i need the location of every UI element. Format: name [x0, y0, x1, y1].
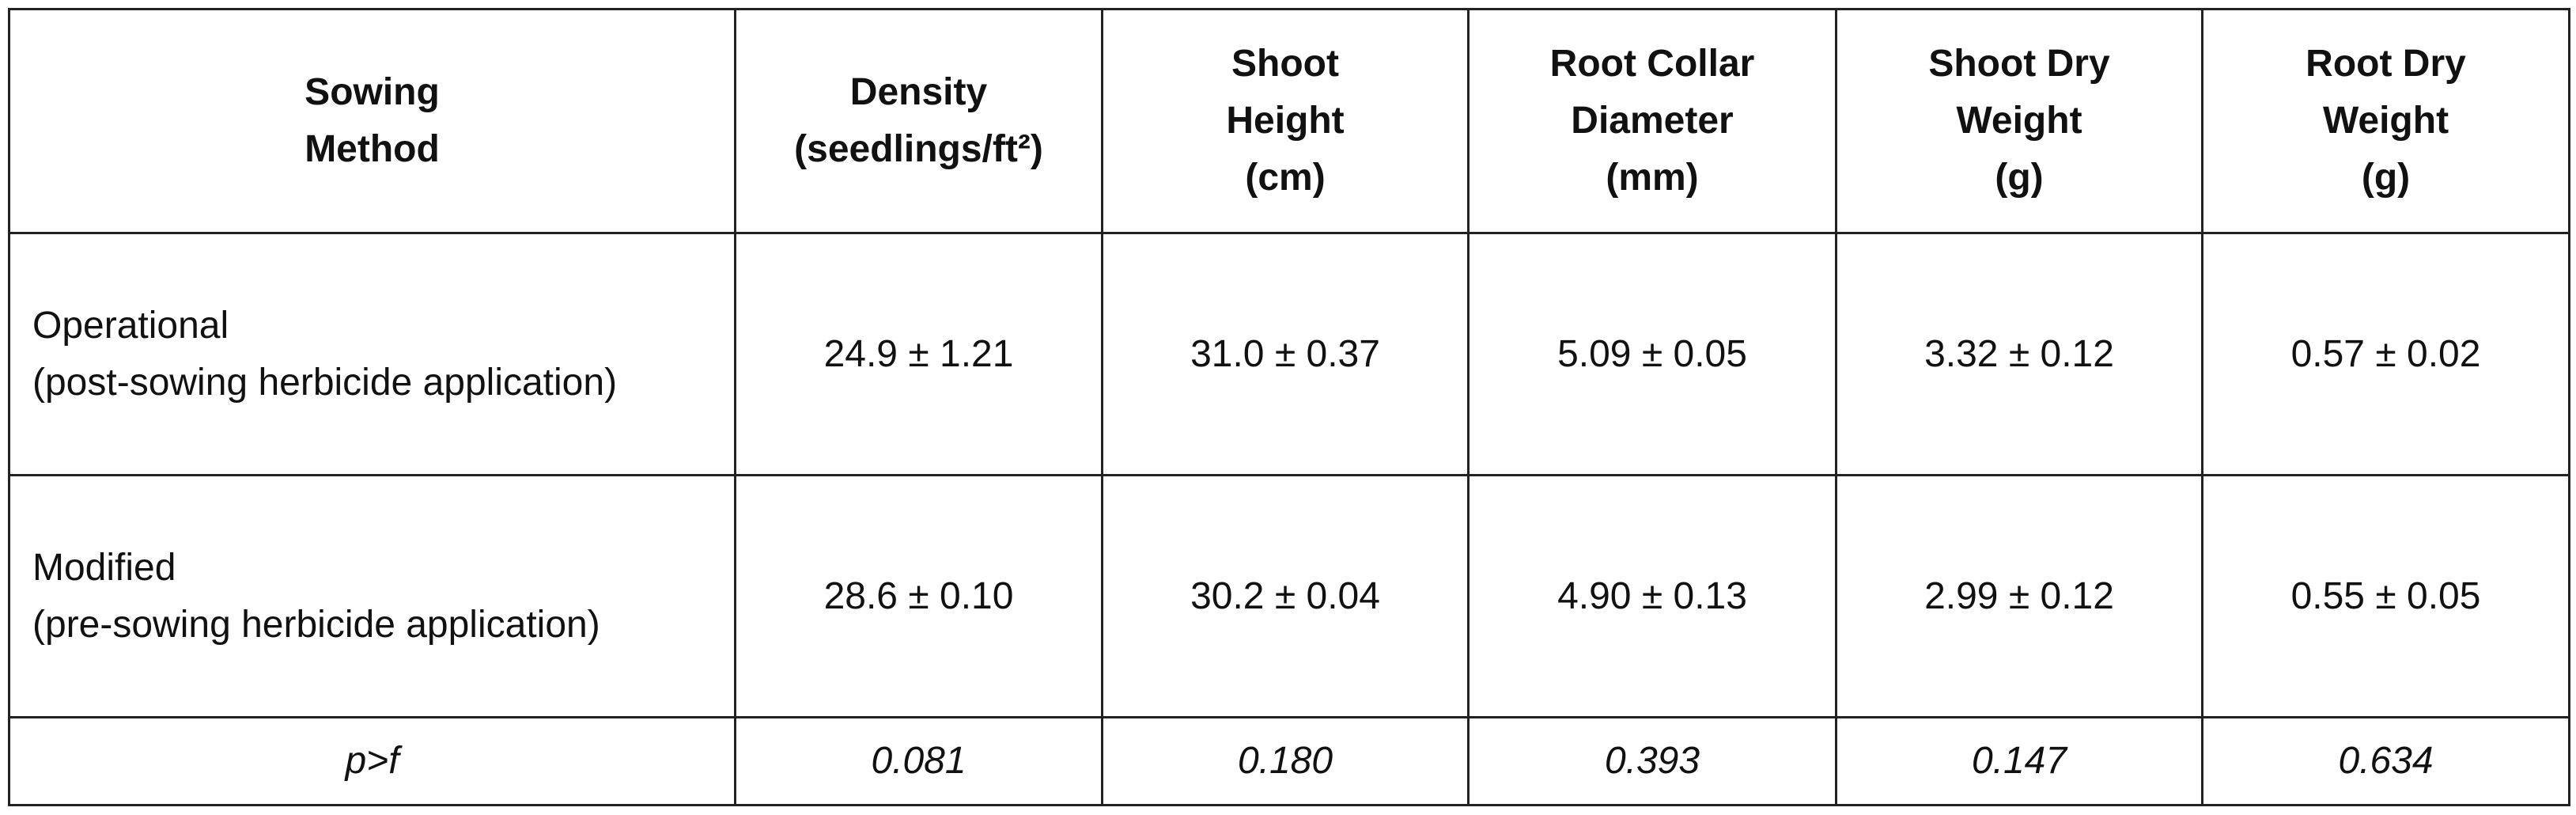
cell-line: Root Collar: [1549, 43, 1755, 85]
value-cell: 31.0 ± 0.37: [1101, 232, 1470, 476]
footer-cell: 0.393: [1467, 716, 1837, 806]
table-body: Operational (post-sowing herbicide applic…: [8, 232, 2570, 806]
footer-cell: 0.147: [1835, 716, 2203, 806]
footer-row: p>f 0.081 0.180 0.393 0.147 0.634: [8, 716, 2570, 806]
value-cell: 3.32 ± 0.12: [1835, 232, 2203, 476]
cell-line: Method: [305, 128, 440, 170]
cell-line: Diameter: [1571, 100, 1734, 142]
header-cell: Root Dry Weight (g): [2201, 8, 2570, 234]
footer-cell: p>f: [8, 716, 736, 806]
method-cell: Operational (post-sowing herbicide applic…: [8, 232, 736, 476]
cell-line: (cm): [1245, 157, 1326, 199]
value-cell: 0.55 ± 0.05: [2201, 474, 2570, 718]
cell-line: Shoot: [1231, 43, 1339, 85]
data-row: Operational (post-sowing herbicide applic…: [8, 232, 2570, 476]
value-cell: 2.99 ± 0.12: [1835, 474, 2203, 718]
data-table: Sowing Method Density (seedlings/ft²) Shoot H…: [8, 8, 2570, 806]
value-cell: 5.09 ± 0.05: [1467, 232, 1837, 476]
value-cell: 0.57 ± 0.02: [2201, 232, 2570, 476]
header-cell: Sowing Method: [8, 8, 736, 234]
method-cell: Modified (pre-sowing herbicide applicatio…: [8, 474, 736, 718]
value-cell: 24.9 ± 1.21: [734, 232, 1103, 476]
footer-cell: 0.081: [734, 716, 1103, 806]
cell-line: (post-sowing herbicide application): [32, 361, 618, 404]
cell-line: (pre-sowing herbicide application): [32, 603, 600, 646]
footer-cell: 0.180: [1101, 716, 1470, 806]
cell-line: Shoot Dry: [1928, 43, 2110, 85]
cell-line: Modified: [32, 546, 176, 589]
header-cell: Root Collar Diameter (mm): [1467, 8, 1837, 234]
cell-line: (g): [2361, 157, 2411, 199]
value-cell: 30.2 ± 0.04: [1101, 474, 1470, 718]
header-cell: Shoot Height (cm): [1101, 8, 1470, 234]
value-cell: 4.90 ± 0.13: [1467, 474, 1837, 718]
cell-line: Weight: [2322, 100, 2449, 142]
cell-line: Operational: [32, 304, 229, 347]
header-row: Sowing Method Density (seedlings/ft²) Shoot H…: [8, 8, 2570, 234]
cell-line: Density: [849, 71, 988, 113]
data-row: Modified (pre-sowing herbicide applicatio…: [8, 474, 2570, 718]
cell-line: Root Dry: [2306, 43, 2466, 85]
value-cell: 28.6 ± 0.10: [734, 474, 1103, 718]
cell-line: Sowing: [305, 71, 440, 113]
header-cell: Shoot Dry Weight (g): [1835, 8, 2203, 234]
cell-line: (mm): [1606, 157, 1699, 199]
cell-line: (g): [1995, 157, 2044, 199]
cell-line: Height: [1226, 100, 1345, 142]
footer-cell: 0.634: [2201, 716, 2570, 806]
cell-line: (seedlings/ft²): [794, 128, 1043, 170]
header-cell: Density (seedlings/ft²): [734, 8, 1103, 234]
cell-line: Weight: [1956, 100, 2082, 142]
